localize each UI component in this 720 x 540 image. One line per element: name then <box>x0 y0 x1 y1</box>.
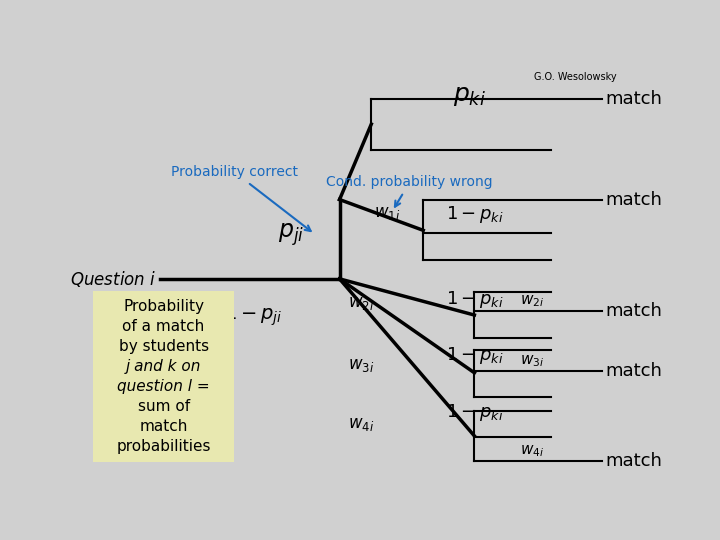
Text: $p_{ji}$: $p_{ji}$ <box>279 221 305 247</box>
FancyBboxPatch shape <box>93 291 234 462</box>
Text: $p_{ki}$: $p_{ki}$ <box>454 84 486 108</box>
Text: of a match: of a match <box>122 319 204 334</box>
Text: match: match <box>606 362 662 380</box>
Text: question l =: question l = <box>117 379 210 394</box>
Text: by students: by students <box>119 339 209 354</box>
Text: $w_{1i}$: $w_{1i}$ <box>374 205 400 222</box>
Text: $1 - p_{ki}$: $1 - p_{ki}$ <box>446 402 504 423</box>
Text: $1 - p_{ki}$: $1 - p_{ki}$ <box>446 289 504 310</box>
Text: $w_{2i}$: $w_{2i}$ <box>520 293 544 309</box>
Text: $1 - p_{ki}$: $1 - p_{ki}$ <box>446 205 504 226</box>
Text: $w_{3i}$: $w_{3i}$ <box>348 356 374 374</box>
Text: Probability: Probability <box>123 299 204 314</box>
Text: G.O. Wesolowsky: G.O. Wesolowsky <box>534 72 617 83</box>
Text: Question $i$: Question $i$ <box>70 269 156 289</box>
Text: $w_{2i}$: $w_{2i}$ <box>348 294 374 313</box>
Text: $1 - p_{ji}$: $1 - p_{ji}$ <box>224 303 282 328</box>
Text: $w_{3i}$: $w_{3i}$ <box>520 353 544 369</box>
Text: j and k on: j and k on <box>126 359 202 374</box>
Text: Probability correct: Probability correct <box>171 165 311 231</box>
Text: match: match <box>606 302 662 320</box>
Text: match: match <box>606 90 662 109</box>
Text: $w_{4i}$: $w_{4i}$ <box>348 415 374 434</box>
Text: match: match <box>606 453 662 470</box>
Text: $w_{4i}$: $w_{4i}$ <box>520 443 544 459</box>
Text: $1 - p_{ki}$: $1 - p_{ki}$ <box>446 346 504 366</box>
Text: sum of: sum of <box>138 399 189 414</box>
Text: match: match <box>606 191 662 208</box>
Text: probabilities: probabilities <box>117 439 211 454</box>
Text: Cond. probability wrong: Cond. probability wrong <box>326 176 493 207</box>
Text: match: match <box>140 419 188 434</box>
